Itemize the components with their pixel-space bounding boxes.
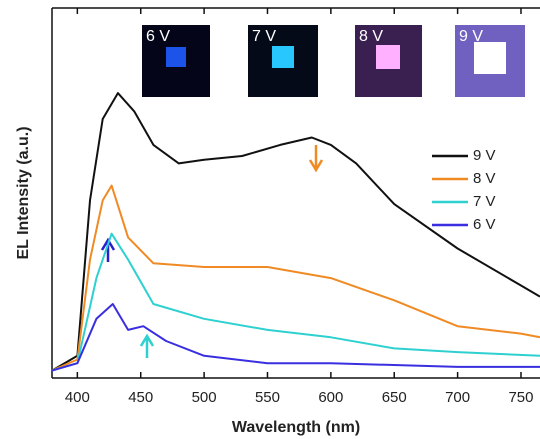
inset-label: 8 V bbox=[359, 28, 383, 45]
x-tick-label: 700 bbox=[445, 389, 470, 406]
inset-label: 7 V bbox=[252, 28, 276, 45]
x-tick-label: 750 bbox=[508, 389, 533, 406]
inset-label: 6 V bbox=[146, 28, 170, 45]
series-line bbox=[52, 304, 540, 371]
x-tick-label: 600 bbox=[318, 389, 343, 406]
inset-label: 9 V bbox=[459, 28, 483, 45]
y-axis-title: EL Intensity (a.u.) bbox=[15, 126, 32, 259]
x-tick-label: 550 bbox=[255, 389, 280, 406]
legend-label: 9 V bbox=[473, 147, 496, 164]
series-line bbox=[52, 93, 540, 371]
x-tick-label: 450 bbox=[128, 389, 153, 406]
legend-label: 8 V bbox=[473, 170, 496, 187]
chart: Wavelength (nm) EL Intensity (a.u.) 400 4… bbox=[0, 0, 540, 439]
legend-label: 7 V bbox=[473, 193, 496, 210]
x-axis-title: Wavelength (nm) bbox=[232, 419, 360, 436]
arrows bbox=[102, 145, 322, 358]
x-tick-label: 400 bbox=[65, 389, 90, 406]
x-tick-label: 650 bbox=[382, 389, 407, 406]
legend-label: 6 V bbox=[473, 216, 496, 233]
x-tick-label: 500 bbox=[192, 389, 217, 406]
series-line bbox=[52, 186, 540, 371]
